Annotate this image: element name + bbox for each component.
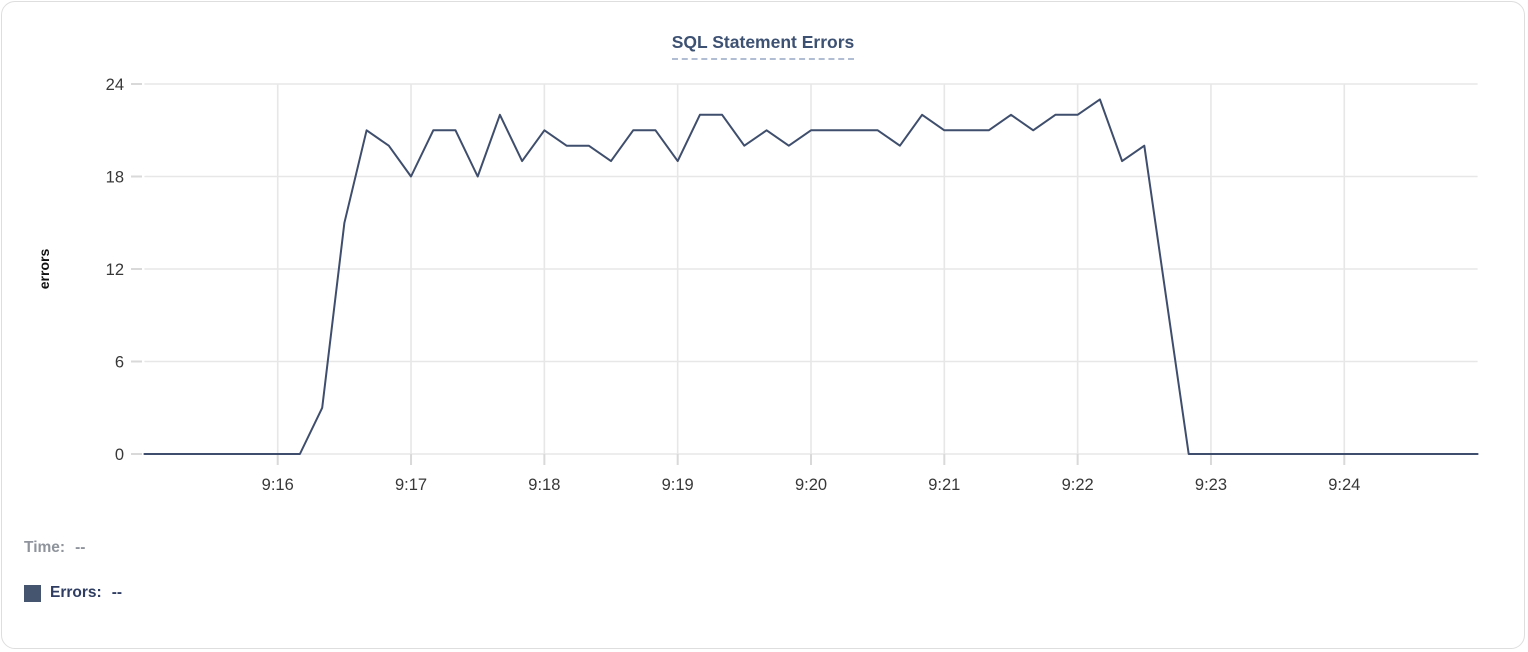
legend-time-value: -- [75, 539, 86, 556]
x-tick-label: 9:24 [1328, 476, 1360, 494]
legend-time-row: Time: -- [24, 536, 122, 560]
chart-title-row: SQL Statement Errors [2, 32, 1524, 60]
legend-time-label: Time: [24, 539, 66, 556]
y-tick-label: 24 [106, 76, 124, 94]
x-tick-label: 9:20 [795, 476, 827, 494]
y-tick-label: 18 [106, 169, 124, 187]
legend-errors-label: Errors: [50, 584, 102, 601]
errors-line-chart[interactable]: 0 6 12 18 24 9:16 9:17 9:18 9:19 9:20 9:21 9:22 9:23… [2, 2, 1525, 507]
y-axis-label: errors [36, 249, 52, 290]
x-tick-label: 9:23 [1195, 476, 1227, 494]
y-tick-label: 12 [106, 261, 124, 279]
legend-errors-row: Errors: -- [24, 581, 122, 605]
hover-legend: Time: -- Errors: -- [24, 536, 122, 626]
x-tick-label: 9:19 [662, 476, 694, 494]
x-tick-label: 9:22 [1062, 476, 1094, 494]
legend-errors-value: -- [111, 584, 123, 601]
y-tick-label: 6 [115, 354, 124, 372]
y-tick-label: 0 [115, 446, 124, 464]
x-tick-label: 9:18 [528, 476, 560, 494]
errors-series-line [143, 98, 1479, 455]
x-tick-label: 9:21 [928, 476, 960, 494]
chart-title[interactable]: SQL Statement Errors [671, 32, 855, 60]
x-tick-label: 9:16 [262, 476, 294, 494]
errors-series-swatch [24, 584, 41, 602]
x-tick-label: 9:17 [395, 476, 427, 494]
